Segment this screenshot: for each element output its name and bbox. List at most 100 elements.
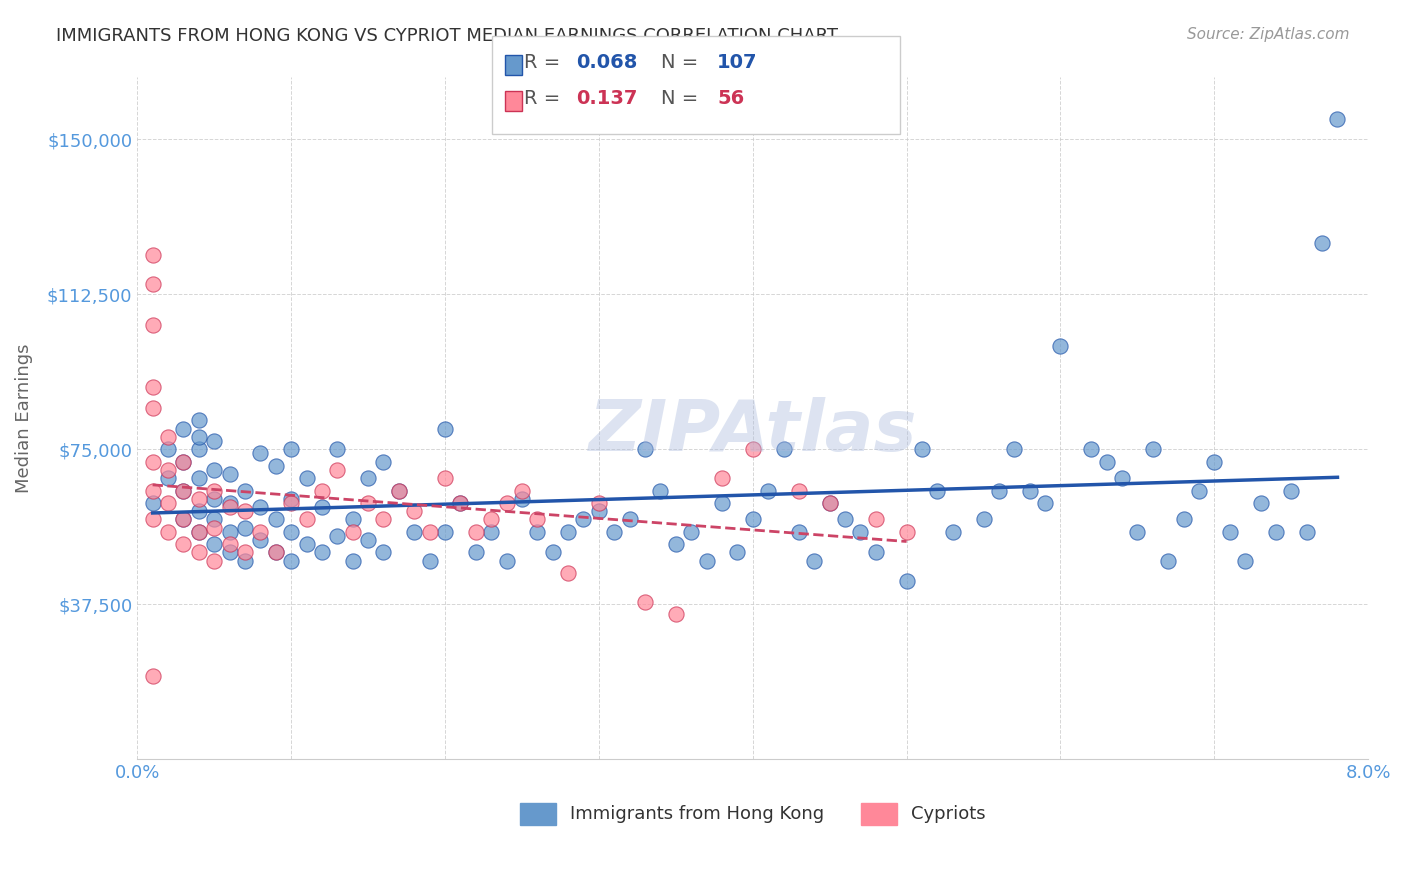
- Immigrants from Hong Kong: [803, 554, 825, 568]
- Cypriots: [588, 496, 610, 510]
- Immigrants from Hong Kong: [172, 454, 194, 468]
- Immigrants from Hong Kong: [526, 524, 548, 539]
- Immigrants from Hong Kong: [373, 454, 395, 468]
- Immigrants from Hong Kong: [1126, 524, 1149, 539]
- Immigrants from Hong Kong: [1219, 524, 1241, 539]
- Text: R =: R =: [524, 88, 567, 108]
- Immigrants from Hong Kong: [280, 442, 302, 457]
- Immigrants from Hong Kong: [233, 554, 256, 568]
- Immigrants from Hong Kong: [681, 524, 703, 539]
- Immigrants from Hong Kong: [834, 512, 856, 526]
- Immigrants from Hong Kong: [233, 483, 256, 498]
- Cypriots: [510, 483, 533, 498]
- Legend: Immigrants from Hong Kong, Cypriots: Immigrants from Hong Kong, Cypriots: [513, 796, 993, 831]
- Immigrants from Hong Kong: [1326, 112, 1348, 126]
- Immigrants from Hong Kong: [865, 545, 887, 559]
- Immigrants from Hong Kong: [233, 521, 256, 535]
- Immigrants from Hong Kong: [172, 483, 194, 498]
- Cypriots: [187, 491, 209, 506]
- Immigrants from Hong Kong: [787, 524, 810, 539]
- Cypriots: [342, 524, 364, 539]
- Cypriots: [142, 380, 165, 394]
- Cypriots: [526, 512, 548, 526]
- Immigrants from Hong Kong: [202, 463, 225, 477]
- Immigrants from Hong Kong: [311, 545, 333, 559]
- Y-axis label: Median Earnings: Median Earnings: [15, 343, 32, 493]
- Immigrants from Hong Kong: [1173, 512, 1195, 526]
- Cypriots: [449, 496, 471, 510]
- Cypriots: [157, 496, 180, 510]
- Immigrants from Hong Kong: [295, 537, 318, 551]
- Immigrants from Hong Kong: [572, 512, 595, 526]
- Cypriots: [419, 524, 441, 539]
- Cypriots: [218, 500, 240, 514]
- Cypriots: [373, 512, 395, 526]
- Immigrants from Hong Kong: [1295, 524, 1317, 539]
- Cypriots: [157, 430, 180, 444]
- Cypriots: [157, 524, 180, 539]
- Immigrants from Hong Kong: [187, 504, 209, 518]
- Immigrants from Hong Kong: [249, 500, 271, 514]
- Cypriots: [187, 545, 209, 559]
- Immigrants from Hong Kong: [650, 483, 672, 498]
- Immigrants from Hong Kong: [142, 496, 165, 510]
- Immigrants from Hong Kong: [187, 442, 209, 457]
- Cypriots: [142, 277, 165, 291]
- Immigrants from Hong Kong: [619, 512, 641, 526]
- Immigrants from Hong Kong: [326, 442, 349, 457]
- Immigrants from Hong Kong: [479, 524, 502, 539]
- Cypriots: [142, 318, 165, 333]
- Immigrants from Hong Kong: [911, 442, 934, 457]
- Text: N =: N =: [661, 53, 704, 72]
- Immigrants from Hong Kong: [896, 574, 918, 589]
- Immigrants from Hong Kong: [1188, 483, 1211, 498]
- Immigrants from Hong Kong: [434, 421, 457, 435]
- Immigrants from Hong Kong: [311, 500, 333, 514]
- Immigrants from Hong Kong: [987, 483, 1010, 498]
- Immigrants from Hong Kong: [1264, 524, 1286, 539]
- Immigrants from Hong Kong: [1049, 339, 1071, 353]
- Immigrants from Hong Kong: [264, 512, 287, 526]
- Cypriots: [818, 496, 841, 510]
- Immigrants from Hong Kong: [1157, 554, 1180, 568]
- Cypriots: [142, 248, 165, 262]
- Cypriots: [388, 483, 411, 498]
- Immigrants from Hong Kong: [404, 524, 426, 539]
- Immigrants from Hong Kong: [973, 512, 995, 526]
- Cypriots: [710, 471, 733, 485]
- Immigrants from Hong Kong: [1033, 496, 1056, 510]
- Immigrants from Hong Kong: [1250, 496, 1272, 510]
- Cypriots: [404, 504, 426, 518]
- Immigrants from Hong Kong: [1002, 442, 1025, 457]
- Cypriots: [479, 512, 502, 526]
- Immigrants from Hong Kong: [157, 442, 180, 457]
- Cypriots: [142, 454, 165, 468]
- Immigrants from Hong Kong: [280, 524, 302, 539]
- Immigrants from Hong Kong: [249, 446, 271, 460]
- Immigrants from Hong Kong: [942, 524, 965, 539]
- Text: IMMIGRANTS FROM HONG KONG VS CYPRIOT MEDIAN EARNINGS CORRELATION CHART: IMMIGRANTS FROM HONG KONG VS CYPRIOT MED…: [56, 27, 838, 45]
- Immigrants from Hong Kong: [218, 524, 240, 539]
- Immigrants from Hong Kong: [1111, 471, 1133, 485]
- Immigrants from Hong Kong: [603, 524, 626, 539]
- Immigrants from Hong Kong: [756, 483, 779, 498]
- Immigrants from Hong Kong: [264, 458, 287, 473]
- Cypriots: [142, 669, 165, 683]
- Cypriots: [202, 554, 225, 568]
- Immigrants from Hong Kong: [696, 554, 718, 568]
- Immigrants from Hong Kong: [1234, 554, 1257, 568]
- Cypriots: [896, 524, 918, 539]
- Immigrants from Hong Kong: [342, 554, 364, 568]
- Cypriots: [172, 537, 194, 551]
- Immigrants from Hong Kong: [818, 496, 841, 510]
- Cypriots: [142, 512, 165, 526]
- Immigrants from Hong Kong: [295, 471, 318, 485]
- Immigrants from Hong Kong: [218, 467, 240, 481]
- Immigrants from Hong Kong: [202, 537, 225, 551]
- Immigrants from Hong Kong: [218, 496, 240, 510]
- Immigrants from Hong Kong: [187, 524, 209, 539]
- Immigrants from Hong Kong: [1018, 483, 1040, 498]
- Text: ZIPAtlas: ZIPAtlas: [589, 397, 917, 467]
- Cypriots: [202, 483, 225, 498]
- Immigrants from Hong Kong: [419, 554, 441, 568]
